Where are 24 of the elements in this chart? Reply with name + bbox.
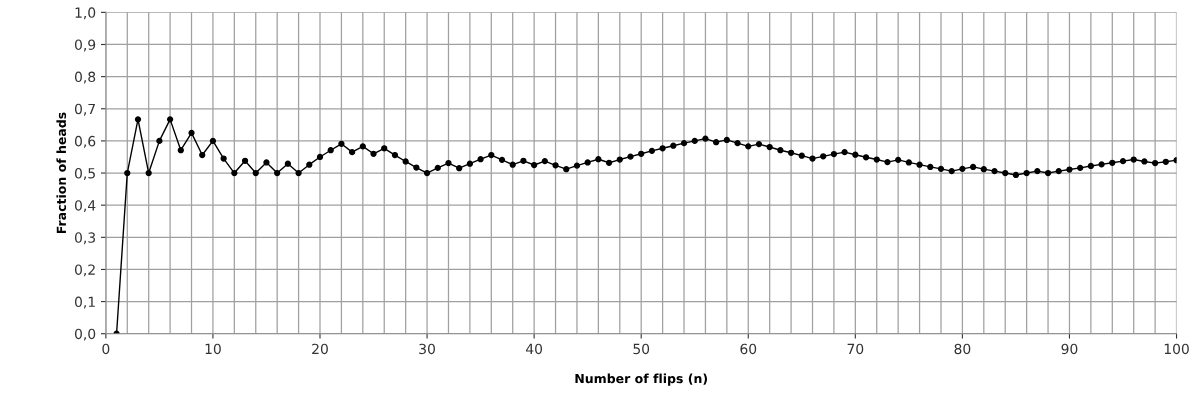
y-tick-label: 0,7 [74, 103, 95, 116]
x-tick-label: 30 [419, 343, 435, 355]
x-tick-label: 0 [102, 343, 110, 355]
y-tick-label: 0,2 [74, 264, 95, 277]
x-axis-title: Number of flips (n) [575, 373, 708, 386]
x-tick-label: 50 [633, 343, 650, 355]
y-tick-label: 0,0 [74, 328, 96, 341]
x-tick-label: 40 [525, 343, 543, 355]
x-tick-label: 100 [1164, 343, 1189, 355]
y-tick-label: 0,3 [74, 232, 96, 245]
x-tick-label: 90 [1061, 343, 1078, 355]
y-tick-label: 0,8 [74, 71, 96, 84]
x-tick-label: 20 [312, 343, 328, 355]
y-tick-label: 0,5 [74, 168, 95, 180]
y-axis-title: Fraction of heads [56, 112, 67, 234]
x-tick-label: 70 [847, 343, 864, 355]
y-tick-label: 0,1 [74, 296, 95, 309]
y-tick-label: 1,0 [75, 7, 96, 20]
y-tick-label: 0,9 [74, 39, 96, 52]
y-tick-label: 0,4 [74, 200, 96, 213]
x-tick-label: 60 [740, 343, 757, 355]
x-tick-label: 80 [954, 343, 971, 355]
x-tick-label: 10 [205, 343, 221, 355]
y-tick-label: 0,6 [74, 135, 96, 148]
